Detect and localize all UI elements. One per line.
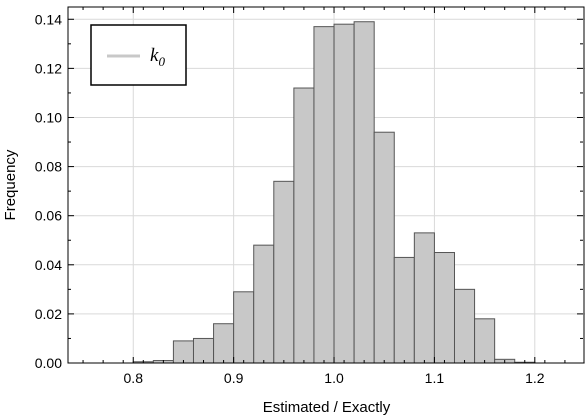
histogram-bar	[233, 291, 255, 364]
histogram-bar	[413, 232, 435, 364]
y-tick-label: 0.04	[35, 257, 62, 273]
histogram-bar	[253, 244, 275, 364]
plot-frame	[67, 6, 585, 364]
x-tick-label: 1.0	[324, 370, 344, 386]
histogram-bar	[313, 26, 335, 364]
x-tick-label: 1.2	[525, 370, 545, 386]
histogram-bar	[474, 318, 496, 364]
histogram-bars	[132, 21, 536, 364]
histogram-bar	[273, 180, 295, 364]
y-axis-label: Frequency	[2, 149, 19, 220]
histogram-bar	[433, 252, 455, 364]
histogram-bar	[172, 340, 194, 364]
tick-labels: 0.8 0.9 1.0 1.1 1.2 0.00 0.02 0.04 0.06 0.08 0.10 0…	[35, 11, 545, 386]
x-tick-label: 1.1	[425, 370, 445, 386]
y-tick-label: 0.12	[35, 60, 62, 76]
histogram-bar	[353, 21, 375, 364]
y-tick-label: 0.10	[35, 109, 62, 125]
axis-ticks	[68, 7, 583, 364]
histogram-bar	[393, 256, 415, 364]
legend-series-subscript: 0	[158, 54, 165, 69]
y-tick-label: 0.02	[35, 306, 62, 322]
histogram-bar	[333, 23, 355, 364]
histogram-bar	[453, 288, 476, 364]
histogram-bar	[293, 87, 315, 364]
x-tick-label: 0.8	[124, 370, 144, 386]
x-axis-label: Estimated / Exactly	[263, 399, 391, 416]
y-tick-label: 0.08	[35, 159, 62, 175]
legend: k0	[90, 24, 187, 86]
y-tick-label: 0.00	[35, 355, 62, 371]
histogram-bar	[192, 337, 215, 364]
x-tick-label: 0.9	[224, 370, 244, 386]
histogram-bar	[373, 131, 395, 364]
legend-series-name: k	[150, 45, 159, 66]
y-tick-label: 0.06	[35, 208, 62, 224]
histogram-bar	[213, 323, 235, 364]
y-tick-label: 0.14	[35, 11, 62, 27]
legend-label: k0	[150, 45, 165, 69]
